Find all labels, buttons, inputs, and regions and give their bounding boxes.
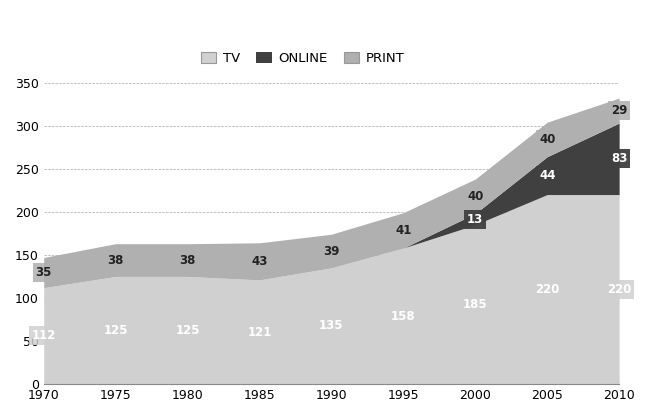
Text: 158: 158 [391,309,415,323]
Text: 220: 220 [535,283,560,296]
Text: 29: 29 [611,104,627,117]
Text: 40: 40 [467,190,484,203]
Text: 40: 40 [539,133,555,146]
Text: 13: 13 [467,213,484,226]
Text: 35: 35 [36,266,52,279]
Text: 185: 185 [463,298,488,311]
Text: 112: 112 [32,329,56,342]
Text: 41: 41 [395,224,411,237]
Text: 135: 135 [319,319,344,332]
Text: 83: 83 [611,152,627,165]
Text: 220: 220 [607,283,631,296]
Text: 43: 43 [252,255,268,268]
Text: 125: 125 [103,324,128,337]
Text: 44: 44 [539,169,556,182]
Text: 38: 38 [179,254,196,266]
Text: 39: 39 [323,244,339,258]
Text: 121: 121 [247,326,272,339]
Text: 38: 38 [107,254,124,266]
Legend: TV, ONLINE, PRINT: TV, ONLINE, PRINT [195,47,410,70]
Text: 125: 125 [176,324,200,337]
